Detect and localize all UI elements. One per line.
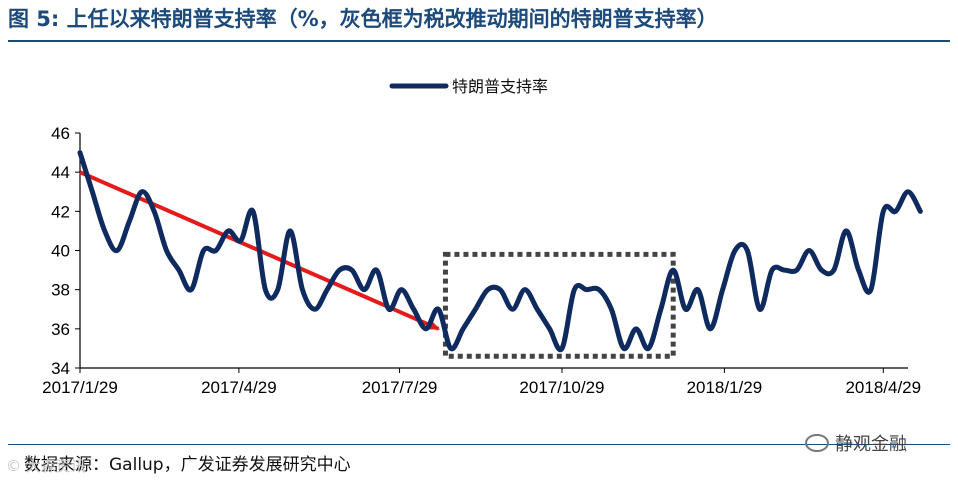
x-tick-label: 2017/1/29 bbox=[42, 378, 118, 397]
legend: 特朗普支持率 bbox=[389, 77, 548, 96]
figure-title: 图 5: 上任以来特朗普支持率（%，灰色框为税改推动期间的特朗普支持率） bbox=[8, 7, 718, 31]
x-tick-label: 2018/1/29 bbox=[687, 378, 763, 397]
source-divider bbox=[8, 444, 950, 445]
y-tick-label: 34 bbox=[51, 359, 70, 378]
y-tick-label: 40 bbox=[51, 242, 70, 261]
y-tick-label: 44 bbox=[51, 163, 70, 182]
x-tick-label: 2017/7/29 bbox=[362, 378, 438, 397]
legend-label: 特朗普支持率 bbox=[452, 77, 548, 96]
source-note: 数据来源：Gallup，广发证券发展研究中心 bbox=[24, 455, 351, 475]
approval-series-line bbox=[77, 150, 923, 353]
watermark-faint: © 大森资讯 bbox=[6, 457, 86, 475]
y-tick-label: 46 bbox=[51, 124, 70, 143]
annotations bbox=[79, 170, 676, 359]
x-tick-label: 2017/10/29 bbox=[519, 378, 604, 397]
axes: 34 36 38 40 42 44 46 2017/1/29 2017/4/29 2017/7/2… bbox=[42, 124, 921, 397]
x-tick-label: 2018/4/29 bbox=[845, 378, 921, 397]
y-tick-label: 38 bbox=[51, 281, 70, 300]
x-tick-label: 2017/4/29 bbox=[201, 378, 277, 397]
tax-reform-period-box bbox=[442, 251, 676, 359]
title-divider bbox=[8, 40, 950, 42]
y-tick-label: 36 bbox=[51, 320, 70, 339]
series-group bbox=[77, 150, 923, 353]
wechat-icon bbox=[805, 434, 829, 452]
watermark-brand-text: 静观金融 bbox=[835, 434, 907, 455]
y-tick-label: 42 bbox=[51, 202, 70, 221]
watermark-brand: 静观金融 bbox=[805, 430, 907, 456]
